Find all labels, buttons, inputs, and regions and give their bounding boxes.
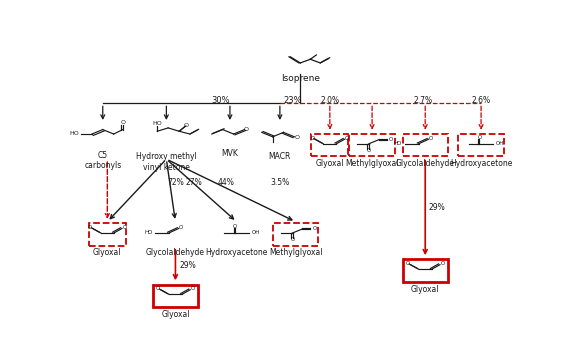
Text: OH: OH [251,231,260,236]
Text: O: O [122,225,127,230]
Text: HO: HO [394,141,403,146]
Text: O: O [440,261,445,266]
Text: Glyoxal: Glyoxal [316,159,344,168]
Bar [349,134,395,156]
Text: Glycolaldehyde: Glycolaldehyde [146,248,205,257]
Text: Glyoxal: Glyoxal [411,285,440,294]
Text: O: O [478,135,482,140]
Text: 2.6%: 2.6% [472,96,490,105]
Bar [88,223,126,245]
Text: 30%: 30% [212,96,230,105]
Text: MACR: MACR [269,152,291,161]
Text: 44%: 44% [217,178,234,187]
Text: O: O [88,225,92,230]
Text: 23%: 23% [284,96,302,105]
Text: O: O [345,135,349,140]
Text: HO: HO [144,231,152,236]
Bar [311,134,349,156]
Text: O: O [429,135,433,140]
Text: 3.5%: 3.5% [271,178,290,187]
Text: HO: HO [69,131,79,136]
Text: Methylglyoxal: Methylglyoxal [345,159,399,168]
Text: O: O [233,224,237,229]
Text: 27%: 27% [186,178,203,187]
Bar [458,134,504,156]
Text: O: O [184,123,189,128]
Text: O: O [406,261,410,266]
Bar [153,285,198,307]
Text: Methylglyoxal: Methylglyoxal [269,248,322,257]
Text: Glyoxal: Glyoxal [161,310,190,319]
Text: O: O [244,126,249,131]
Text: O: O [190,286,195,291]
Bar [403,260,448,282]
Text: O: O [311,135,315,140]
Text: O: O [120,121,125,125]
Text: O: O [389,137,393,142]
Text: O: O [179,225,183,230]
Text: Isoprene: Isoprene [281,74,320,83]
Text: C5
carbonyls: C5 carbonyls [84,151,121,170]
Text: 2.7%: 2.7% [413,96,432,105]
Text: Hydroxy methyl
vinyl ketone: Hydroxy methyl vinyl ketone [136,152,197,172]
Bar [403,134,448,156]
Text: O: O [313,227,317,231]
Text: O: O [291,237,295,242]
Text: Glycolaldehyde: Glycolaldehyde [396,159,455,168]
Text: Hydroxyacetone: Hydroxyacetone [450,159,512,168]
Text: HO: HO [152,122,162,126]
Text: Hydroxyacetone: Hydroxyacetone [206,248,268,257]
Text: 72%: 72% [168,178,185,187]
Text: MVK: MVK [222,150,239,158]
Text: O: O [295,135,299,140]
Text: Glyoxal: Glyoxal [93,248,121,257]
Text: O: O [156,286,161,291]
Text: 29%: 29% [429,203,445,212]
Text: 2.0%: 2.0% [321,96,339,105]
Text: OH: OH [496,141,504,146]
Text: O: O [367,148,371,153]
Text: 29%: 29% [179,261,196,270]
Bar [273,223,319,245]
